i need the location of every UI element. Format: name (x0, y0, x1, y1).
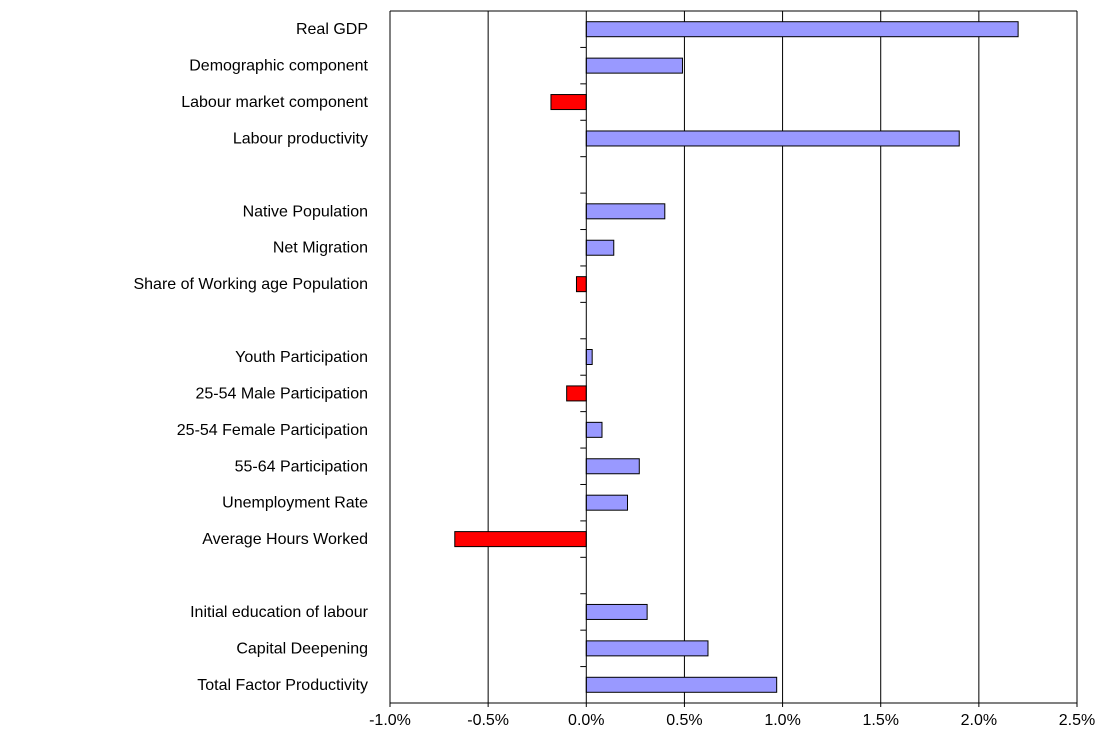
category-label: Average Hours Worked (202, 531, 368, 548)
bar (550, 94, 587, 111)
label-layer: -1.0% -0.5% 0.0% 0.5% 1.0% 1.5% 2.0% 2.5% Real G… (133, 21, 1095, 729)
x-tick-label: 2.5% (1059, 712, 1095, 729)
x-tick-label: 0.0% (568, 712, 604, 729)
category-label: 25-54 Female Participation (177, 422, 368, 439)
category-label: Labour market component (181, 94, 368, 111)
category-label: Capital Deepening (236, 640, 368, 657)
category-label: 25-54 Male Participation (195, 385, 368, 402)
bar (454, 531, 587, 548)
bar (585, 349, 593, 365)
category-label: Unemployment Rate (222, 495, 368, 512)
bar (585, 239, 615, 256)
bar (585, 640, 709, 657)
bar (585, 676, 778, 693)
x-tick-label: -1.0% (369, 712, 411, 729)
bar (566, 385, 587, 402)
x-tick-label: 2.0% (961, 712, 997, 729)
category-label: Real GDP (296, 21, 368, 38)
category-label: Native Population (243, 203, 368, 220)
bar (575, 276, 587, 293)
bar (585, 203, 666, 220)
bar-layer (454, 21, 1019, 693)
category-label: Youth Participation (235, 349, 368, 366)
x-tick-label: 1.0% (764, 712, 800, 729)
category-label: Total Factor Productivity (197, 677, 368, 694)
category-label: 55-64 Participation (235, 458, 368, 475)
bar (585, 494, 629, 511)
bar (585, 57, 683, 74)
category-label: Share of Working age Population (133, 276, 368, 293)
axis-layer (389, 10, 1078, 707)
x-tick-label: 1.5% (862, 712, 898, 729)
bar (585, 603, 648, 620)
category-label: Labour productivity (233, 130, 368, 147)
category-label: Initial education of labour (190, 604, 369, 621)
bar (585, 421, 603, 438)
bar (585, 21, 1019, 38)
grid-layer (487, 11, 980, 703)
category-label: Net Migration (273, 240, 368, 257)
bar (585, 458, 640, 475)
bar (585, 130, 960, 147)
x-tick-label: 0.5% (666, 712, 702, 729)
x-tick-label: -0.5% (467, 712, 509, 729)
category-label: Demographic component (189, 58, 368, 75)
